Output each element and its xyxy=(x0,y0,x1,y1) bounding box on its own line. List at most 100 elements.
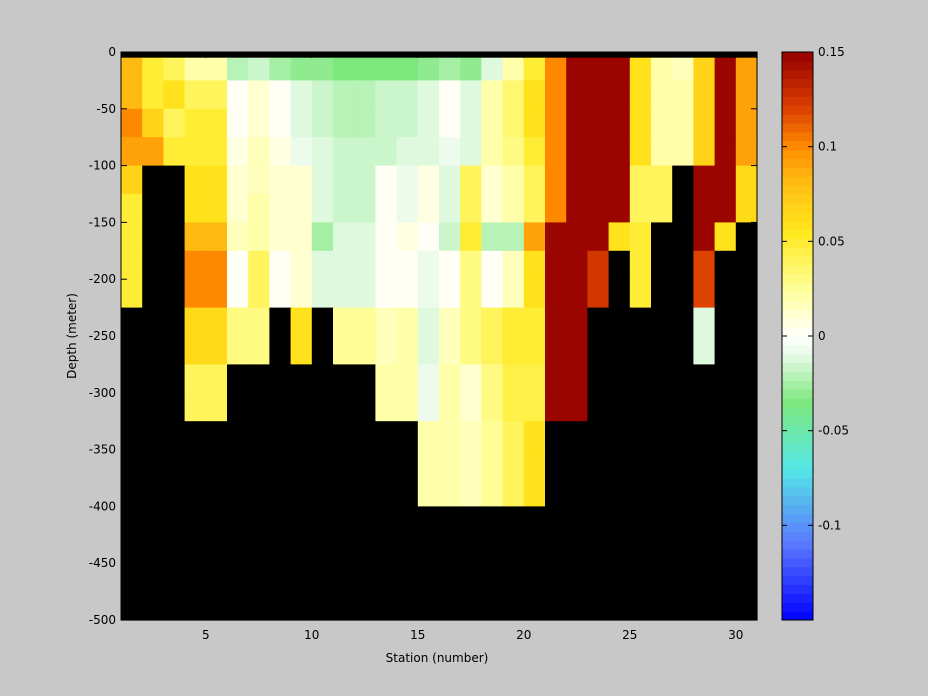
heatmap-cell xyxy=(629,165,652,195)
colorbar-swatch xyxy=(782,309,813,319)
heatmap-cell xyxy=(333,250,355,280)
heatmap-cell xyxy=(375,364,398,394)
heatmap-cell xyxy=(375,165,398,195)
heatmap-cell xyxy=(735,194,758,223)
heatmap-cell xyxy=(651,80,673,110)
heatmap-cell xyxy=(502,506,525,621)
heatmap-cell xyxy=(587,421,610,451)
heatmap-cell xyxy=(248,449,270,479)
heatmap-cell xyxy=(227,80,249,110)
heatmap-cell xyxy=(248,57,270,81)
heatmap-cell xyxy=(714,478,737,507)
colorbar-tick-label: 0.15 xyxy=(818,45,845,59)
heatmap-cell xyxy=(587,57,610,81)
colorbar-swatch xyxy=(782,460,813,470)
heatmap-cell xyxy=(629,506,652,621)
heatmap-cell xyxy=(672,222,694,252)
heatmap-cell xyxy=(205,165,228,195)
heatmap-cell xyxy=(460,364,482,394)
colorbar-swatch xyxy=(782,291,813,302)
y-tick-label: -350 xyxy=(89,443,116,457)
heatmap-cell xyxy=(417,421,440,451)
heatmap-cell xyxy=(587,478,610,507)
heatmap-cell xyxy=(523,194,546,223)
heatmap-cell xyxy=(163,279,186,309)
heatmap-cell xyxy=(163,478,186,507)
heatmap-cell xyxy=(184,478,207,507)
heatmap-cell xyxy=(417,392,440,422)
heatmap-cell xyxy=(142,364,164,394)
heatmap-cell xyxy=(375,108,398,138)
heatmap-cell xyxy=(566,449,588,479)
heatmap-cell xyxy=(439,165,461,195)
heatmap-cell xyxy=(693,222,716,252)
heatmap-cell xyxy=(184,421,207,451)
heatmap-cell xyxy=(248,250,270,280)
heatmap-cell xyxy=(651,279,673,309)
heatmap-cell xyxy=(311,194,334,223)
heatmap-cell xyxy=(163,194,186,223)
heatmap-cell xyxy=(651,506,673,621)
heatmap-cell xyxy=(205,364,228,394)
heatmap-cell xyxy=(290,506,313,621)
heatmap-cell xyxy=(672,421,694,451)
x-tick-label: 5 xyxy=(202,628,210,642)
heatmap-cell xyxy=(502,52,525,59)
heatmap-cell xyxy=(142,421,164,451)
heatmap-cell xyxy=(205,421,228,451)
heatmap-cell xyxy=(651,194,673,223)
heatmap-cell xyxy=(354,194,376,223)
colorbar-swatch xyxy=(782,522,813,532)
colorbar-swatch xyxy=(782,593,813,603)
heatmap-cell xyxy=(375,52,398,59)
heatmap-cell xyxy=(163,137,186,167)
colorbar-swatch xyxy=(782,478,813,488)
heatmap-cell xyxy=(396,250,419,280)
heatmap-cell xyxy=(587,222,610,252)
heatmap-cell xyxy=(460,194,482,223)
heatmap-cell xyxy=(121,250,143,280)
heatmap-cell xyxy=(269,108,292,138)
heatmap-cell xyxy=(481,222,504,252)
heatmap-cell xyxy=(651,250,673,280)
heatmap-cell xyxy=(163,336,186,365)
colorbar-swatch xyxy=(782,584,813,594)
y-tick-label: -400 xyxy=(89,499,116,513)
heatmap-cell xyxy=(311,506,334,621)
y-tick-label: -50 xyxy=(96,102,116,116)
heatmap-cell xyxy=(439,57,461,81)
heatmap-cell xyxy=(651,307,673,337)
heatmap-cell xyxy=(460,57,482,81)
heatmap-cell xyxy=(587,52,610,59)
heatmap-cell xyxy=(163,506,186,621)
heatmap-cell xyxy=(269,506,292,621)
colorbar-swatch xyxy=(782,575,813,586)
x-tick-label: 20 xyxy=(516,628,531,642)
heatmap-cell xyxy=(523,52,546,59)
heatmap-cell xyxy=(248,336,270,365)
heatmap-cell xyxy=(693,137,716,167)
heatmap-cell xyxy=(693,336,716,365)
colorbar-swatch xyxy=(782,87,813,97)
heatmap-cell xyxy=(205,194,228,223)
colorbar-swatch xyxy=(782,300,813,310)
heatmap-cell xyxy=(227,364,249,394)
heatmap-cell xyxy=(248,222,270,252)
heatmap-cell xyxy=(735,222,758,252)
colorbar-swatch xyxy=(782,327,813,337)
heatmap-cell xyxy=(375,80,398,110)
colorbar-swatch xyxy=(782,265,813,275)
colorbar-swatch xyxy=(782,256,813,266)
heatmap-cell xyxy=(481,279,504,309)
heatmap-cell xyxy=(121,364,143,394)
heatmap-cell xyxy=(523,336,546,365)
heatmap-cell xyxy=(502,392,525,422)
heatmap-cell xyxy=(311,279,334,309)
heatmap-cell xyxy=(227,108,249,138)
heatmap-cell xyxy=(248,307,270,337)
colorbar-swatch xyxy=(782,123,813,133)
heatmap-cell xyxy=(396,165,419,195)
heatmap-cell xyxy=(333,137,355,167)
heatmap-cell xyxy=(121,421,143,451)
heatmap-cell xyxy=(142,108,164,138)
